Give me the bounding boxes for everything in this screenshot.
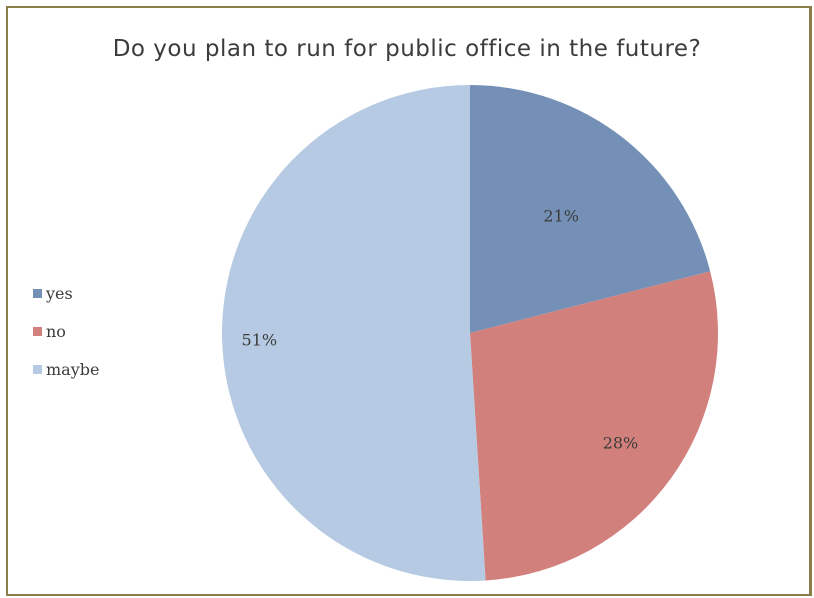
legend-item-no: no	[33, 322, 99, 360]
legend-swatch-maybe	[33, 365, 42, 374]
legend-item-maybe: maybe	[33, 360, 99, 398]
legend-label-no: no	[46, 322, 66, 341]
pie-slice-yes	[470, 85, 711, 333]
chart-title: Do you plan to run for public office in …	[112, 36, 702, 62]
slice-label-maybe: 51%	[242, 331, 278, 350]
slice-label-yes: 21%	[543, 206, 579, 225]
legend-label-yes: yes	[46, 284, 73, 303]
legend: yes no maybe	[33, 284, 99, 398]
legend-swatch-no	[33, 327, 42, 336]
legend-swatch-yes	[33, 289, 42, 298]
legend-item-yes: yes	[33, 284, 99, 322]
pie-slice-maybe	[221, 85, 486, 582]
pie-slice-no	[470, 271, 718, 581]
legend-label-maybe: maybe	[46, 360, 100, 379]
slice-label-no: 28%	[603, 433, 639, 452]
